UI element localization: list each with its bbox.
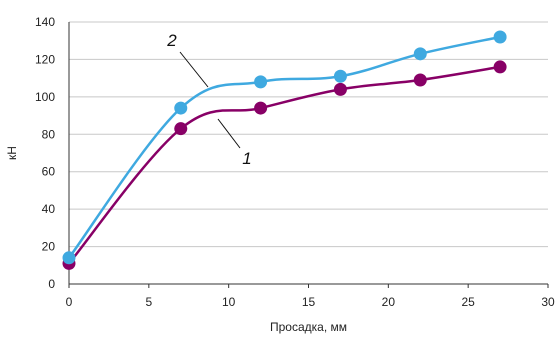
x-tick-label: 20 [382,295,396,309]
grid [69,21,548,248]
y-tick-label: 0 [48,277,55,291]
series-label-leader-2 [179,51,209,88]
x-tick-label: 15 [302,295,316,309]
x-tick-label: 10 [222,295,236,309]
series [67,35,502,265]
data-point-series-1 [333,82,347,96]
y-tick-label: 20 [42,240,56,254]
y-tick-label: 120 [35,52,55,66]
data-points [62,30,507,270]
x-tick-label: 0 [66,295,73,309]
y-tick-label: 140 [35,15,55,29]
tick-labels: 0 20 40 60 80 100 120 140 0 5 10 15 20 25 30 [35,15,555,309]
data-point-series-2 [413,47,427,61]
x-tick-label: 5 [145,295,152,309]
y-axis-title: кН [5,146,19,160]
y-tick-label: 40 [42,202,56,216]
data-point-series-2 [174,101,188,115]
series-line-2 [67,35,502,260]
data-point-series-2 [493,30,507,44]
data-point-series-2 [254,75,268,89]
data-point-series-1 [254,101,268,115]
axes [68,22,548,285]
y-tick-label: 60 [42,165,56,179]
y-tick-label: 80 [42,127,56,141]
series-label-2: 2 [166,31,177,50]
x-axis-title: Просадка, мм [270,320,347,334]
data-point-series-1 [174,122,188,136]
y-tick-label: 100 [35,90,55,104]
series-labels: 21 [166,31,251,168]
x-tick-label: 25 [461,295,475,309]
data-point-series-2 [333,69,347,83]
data-point-series-1 [413,73,427,87]
x-tick-label: 30 [541,295,555,309]
series-label-leader-1 [217,118,241,149]
series-label-1: 1 [242,149,251,168]
data-point-series-2 [62,251,76,265]
data-point-series-1 [493,60,507,74]
